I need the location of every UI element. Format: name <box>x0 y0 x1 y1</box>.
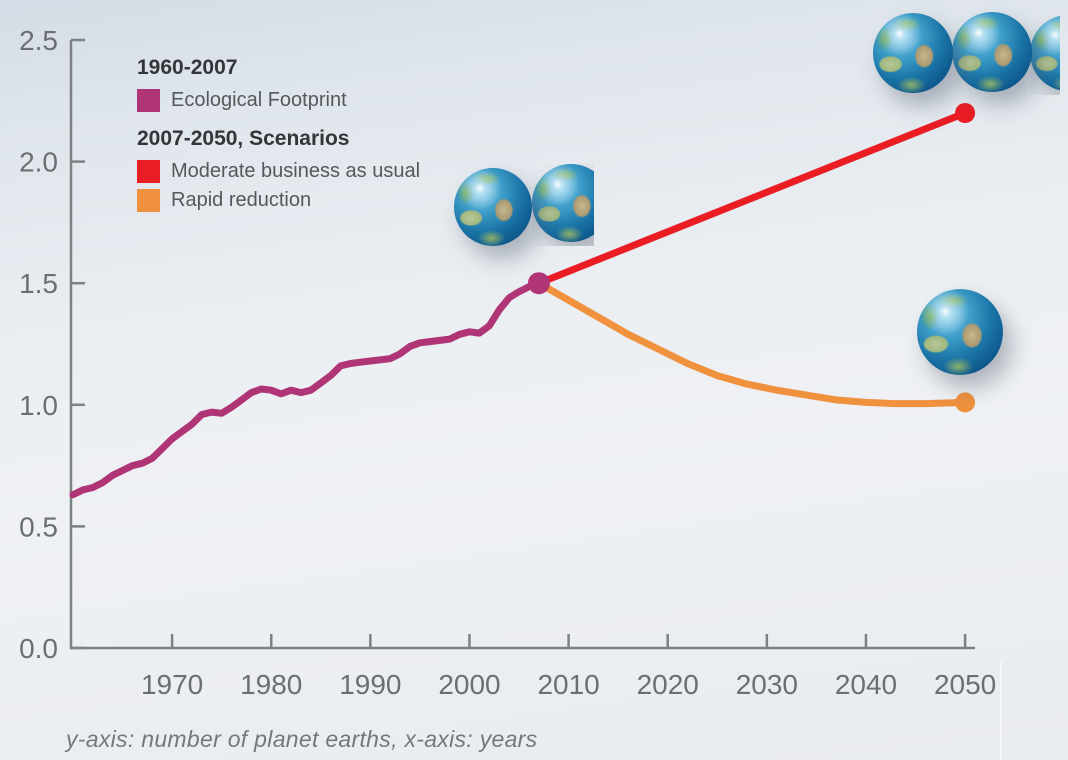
y-axis-tick-label: 1.5 <box>19 268 58 299</box>
y-axis-tick-label: 0.0 <box>19 633 58 664</box>
earth-icon <box>532 164 594 242</box>
x-axis-tick-label: 1990 <box>339 669 401 700</box>
earth-icon <box>952 12 1032 92</box>
y-axis-tick-label: 1.0 <box>19 390 58 421</box>
y-axis-tick-label: 2.5 <box>19 25 58 56</box>
legend-period1-title: 1960-2007 <box>137 56 238 79</box>
background-artifact-line <box>1000 662 1002 760</box>
legend-item-label: Rapid reduction <box>171 189 312 211</box>
x-axis-tick-label: 2050 <box>934 669 996 700</box>
data-point-marker <box>955 103 976 123</box>
y-axis-tick-label: 2.0 <box>19 147 58 178</box>
ecological-footprint-swatch <box>137 89 160 112</box>
series-line <box>535 279 969 408</box>
axes-caption: y-axis: number of planet earths, x-axis:… <box>66 726 538 752</box>
legend-item-label: Moderate business as usual <box>171 160 421 182</box>
moderate-business-as-usual-swatch <box>137 160 160 183</box>
earth-icon <box>1030 15 1060 91</box>
x-axis-tick-label: 1980 <box>240 669 302 700</box>
legend-item-ecological-footprint: Ecological Footprint <box>137 89 420 112</box>
y-axis-tick-label: 0.5 <box>19 511 58 542</box>
series-line <box>69 279 543 499</box>
legend: 1960-2007 Ecological Footprint 2007-2050… <box>137 55 420 218</box>
legend-period2-title: 2007-2050, Scenarios <box>137 127 350 150</box>
x-axis-tick-label: 1970 <box>141 669 203 700</box>
x-axis-tick-label: 2020 <box>637 669 699 700</box>
earth-partial-icon <box>1030 15 1060 95</box>
x-axis-tick-label: 2040 <box>835 669 897 700</box>
x-axis-tick-label: 2000 <box>438 669 500 700</box>
rapid-reduction-swatch <box>137 189 160 212</box>
data-point-marker <box>955 392 976 413</box>
data-point-marker <box>527 272 550 295</box>
legend-item-moderate-business-as-usual: Moderate business as usual <box>137 160 420 183</box>
x-axis-tick-label: 2030 <box>736 669 798 700</box>
legend-item-rapid-reduction: Rapid reduction <box>137 189 420 212</box>
earth-icon <box>917 289 1003 375</box>
earth-half-icon <box>532 164 594 246</box>
legend-item-label: Ecological Footprint <box>171 89 347 111</box>
x-axis-tick-label: 2010 <box>537 669 599 700</box>
earth-icon <box>454 168 532 246</box>
series-line <box>535 109 969 287</box>
earth-icon <box>873 13 953 93</box>
